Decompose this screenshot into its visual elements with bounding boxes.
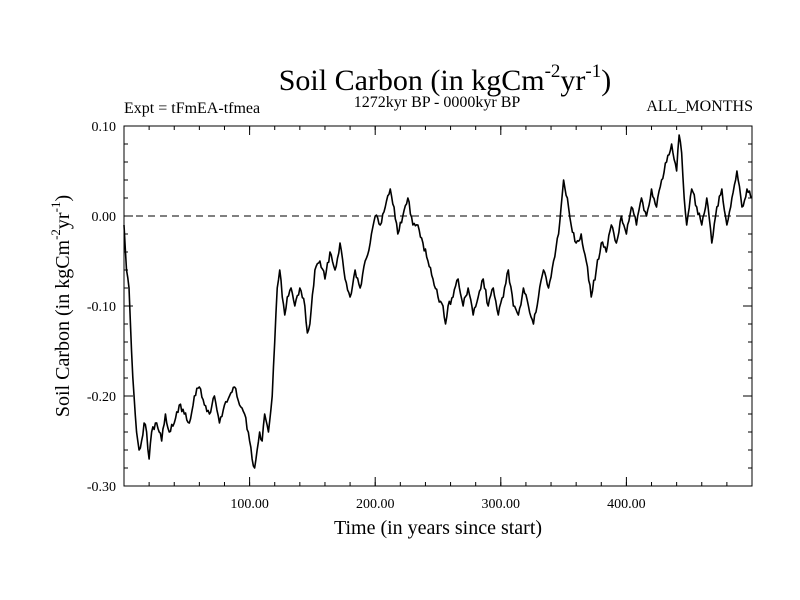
months-label: ALL_MONTHS bbox=[646, 98, 753, 115]
y-tick-label: 0.00 bbox=[92, 210, 117, 225]
chart-title: Soil Carbon (in kgCm-2yr-1) bbox=[279, 61, 612, 97]
experiment-label: Expt = tFmEA-tfmea bbox=[124, 100, 260, 117]
x-tick-label: 200.00 bbox=[356, 497, 395, 512]
x-tick-label: 300.00 bbox=[482, 497, 521, 512]
x-axis-label: Time (in years since start) bbox=[334, 517, 542, 539]
y-axis-label: Soil Carbon (in kgCm-2yr-1) bbox=[48, 195, 74, 417]
series-line-soil-carbon bbox=[123, 134, 753, 469]
y-tick-label: 0.10 bbox=[92, 120, 117, 135]
y-tick-label: -0.30 bbox=[87, 480, 116, 495]
y-tick-label: -0.20 bbox=[87, 390, 116, 405]
time-range-label: 1272kyr BP - 0000kyr BP bbox=[354, 94, 521, 111]
x-axis-ticks: 100.00 200.00 300.00 400.00 bbox=[230, 126, 646, 512]
x-tick-label: 100.00 bbox=[230, 497, 269, 512]
minor-ticks bbox=[123, 125, 753, 487]
y-axis-ticks: -0.30 -0.20 -0.10 0.00 0.10 bbox=[87, 120, 752, 495]
x-tick-label: 400.00 bbox=[607, 497, 646, 512]
y-tick-label: -0.10 bbox=[87, 300, 116, 315]
plot-frame bbox=[123, 125, 753, 487]
